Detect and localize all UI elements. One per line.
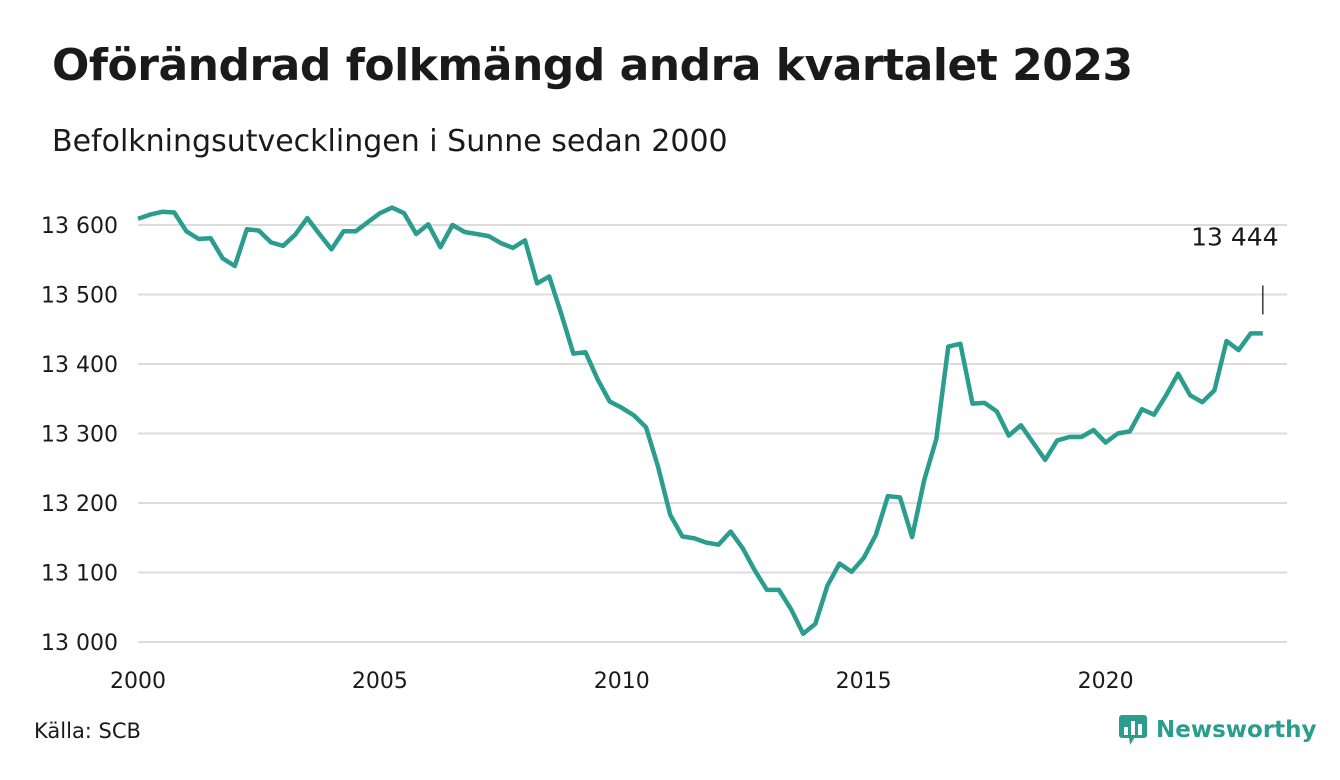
chart-bubble-icon <box>1119 715 1147 745</box>
x-axis-ticks: 2000 2005 2010 2015 2020 <box>110 669 1134 694</box>
x-tick-label: 2015 <box>836 669 892 694</box>
y-tick-label: 13 300 <box>41 423 118 448</box>
x-tick-label: 2020 <box>1078 669 1134 694</box>
population-line <box>137 205 1263 636</box>
chart-title: Oförändrad folkmängd andra kvartalet 202… <box>52 40 1133 91</box>
y-tick-label: 13 500 <box>41 284 118 309</box>
y-tick-label: 13 100 <box>41 562 118 587</box>
y-tick-label: 13 600 <box>41 214 118 239</box>
y-tick-label: 13 400 <box>41 353 118 378</box>
y-tick-label: 13 200 <box>41 492 118 517</box>
brand-logo: Newsworthy <box>1118 714 1317 746</box>
source-note: Källa: SCB <box>34 719 141 743</box>
y-tick-label: 13 000 <box>41 631 118 656</box>
x-tick-label: 2010 <box>594 669 650 694</box>
brand-name: Newsworthy <box>1156 717 1317 743</box>
y-axis-ticks: 13 000 13 100 13 200 13 300 13 400 13 500 13 6… <box>41 214 118 656</box>
chart-subtitle: Befolkningsutvecklingen i Sunne sedan 20… <box>52 124 728 159</box>
x-tick-label: 2005 <box>352 669 408 694</box>
last-value-label: 13 444 <box>1191 222 1278 251</box>
x-tick-label: 2000 <box>110 669 166 694</box>
